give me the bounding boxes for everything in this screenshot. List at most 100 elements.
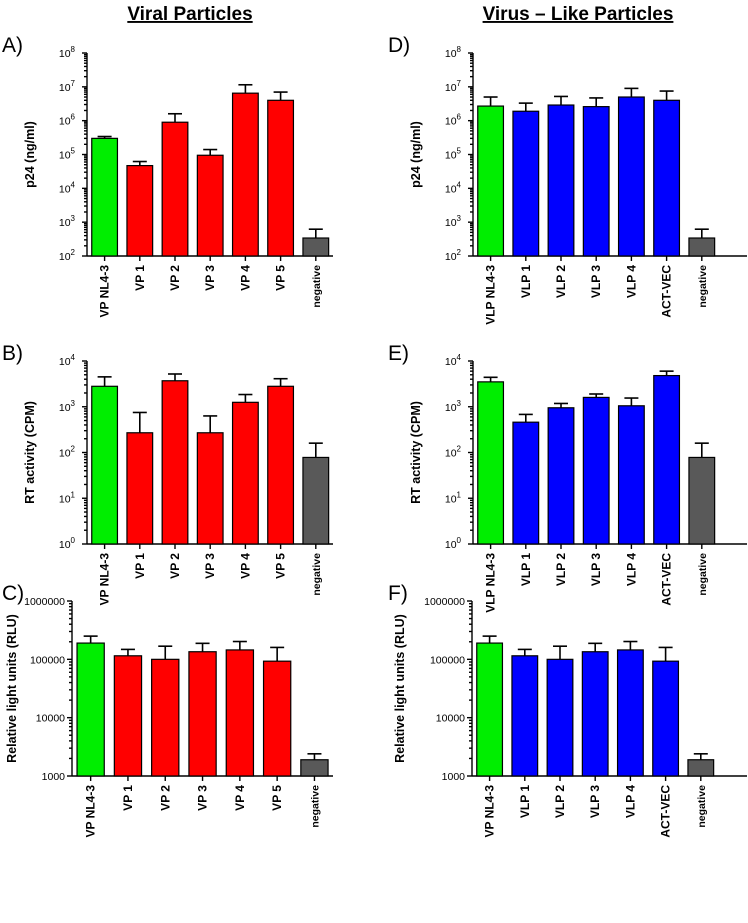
bar-vlp-nl4-3 <box>477 105 505 257</box>
bar-vp-1 <box>126 164 154 257</box>
bar-vp-5 <box>267 385 295 545</box>
x-category-label: VLP 2 <box>554 265 568 298</box>
bar-vp-2 <box>161 121 189 257</box>
x-category-label: VLP 1 <box>519 553 533 586</box>
x-category-label: negative <box>309 785 321 828</box>
x-category-label: negative <box>697 553 709 596</box>
bar-act-vec <box>653 374 681 545</box>
y-tick-label: 104 <box>59 180 76 195</box>
bar-vlp-2 <box>546 658 574 777</box>
y-tick-label: 102 <box>445 248 462 263</box>
bar-vp-4 <box>231 92 259 257</box>
bar-vp-5 <box>262 660 292 777</box>
y-tick-label: 1000 <box>442 771 466 783</box>
bar-vp-1 <box>126 432 154 545</box>
chart-panel-b: B) RT activity (CPM) 100 101 102 103 104 VP NL4… <box>2 342 333 605</box>
bar-vp-2 <box>161 380 189 545</box>
panel-letter: B) <box>2 342 23 365</box>
x-category-label: VP 1 <box>133 553 147 579</box>
x-category-label: VLP 4 <box>624 265 638 298</box>
y-tick-label: 107 <box>445 79 462 94</box>
title-viral-particles: Viral Particles <box>127 4 252 25</box>
bar-vp-3 <box>188 651 217 777</box>
x-category-label: VP 4 <box>238 265 252 291</box>
panel-letter: C) <box>2 582 24 605</box>
x-category-label: VP 3 <box>203 265 217 291</box>
x-category-label: negative <box>311 265 323 308</box>
bar-vlp-nl4-3 <box>477 381 505 545</box>
x-category-label: VP 5 <box>274 265 288 291</box>
bar-vp-3 <box>196 154 224 257</box>
title-virus-like-particles: Virus – Like Particles <box>483 4 674 25</box>
bar-vp-2 <box>151 658 180 777</box>
x-category-label: VLP NL4-3 <box>484 265 498 325</box>
bar-vlp-3 <box>582 396 610 545</box>
bar-negative <box>688 456 716 545</box>
x-category-label: VLP 1 <box>519 265 533 298</box>
y-axis-label: p24 (ng/ml) <box>409 121 423 188</box>
y-tick-label: 101 <box>445 490 462 505</box>
x-category-label: VP 3 <box>203 553 217 579</box>
y-tick-label: 107 <box>59 79 76 94</box>
bar-vlp-4 <box>617 96 645 257</box>
y-tick-label: 100 <box>445 536 462 551</box>
bar-vp-nl4-3 <box>476 642 504 777</box>
x-category-label: VLP 4 <box>623 785 637 818</box>
bar-vlp-1 <box>512 110 540 257</box>
chart-panel-c: C) Relative light units (RLU) 1000 10000 100… <box>2 582 333 837</box>
y-tick-label: 104 <box>59 353 76 368</box>
y-tick-label: 10000 <box>436 713 465 725</box>
x-category-label: VP NL4-3 <box>98 553 112 606</box>
bar-negative <box>687 759 715 777</box>
y-tick-label: 10000 <box>36 713 65 725</box>
x-category-label: VLP 3 <box>588 785 602 818</box>
chart-panel-d: D) p24 (ng/ml) 102 103 104 105 106 107 108 VLP NL… <box>388 34 747 325</box>
bar-negative <box>688 237 716 257</box>
y-tick-label: 100 <box>59 536 76 551</box>
bar-vp-4 <box>225 649 255 777</box>
y-tick-label: 102 <box>445 445 462 460</box>
x-category-label: VP 3 <box>196 785 210 811</box>
bar-negative <box>302 456 330 545</box>
panel-letter: E) <box>388 342 409 365</box>
x-category-label: ACT-VEC <box>659 785 673 838</box>
x-category-label: VP 2 <box>158 785 172 811</box>
x-category-label: VLP 1 <box>518 785 532 818</box>
chart-panel-f: F) Relative light units (RLU) 1000 10000 100… <box>388 582 747 838</box>
x-category-label: negative <box>696 785 708 828</box>
y-tick-label: 105 <box>445 147 462 162</box>
bar-vlp-2 <box>547 104 575 257</box>
x-category-label: VLP NL4-3 <box>484 553 498 613</box>
x-category-label: VLP 2 <box>554 553 568 586</box>
y-tick-label: 102 <box>59 248 76 263</box>
x-category-label: ACT-VEC <box>660 553 674 606</box>
bar-vlp-4 <box>616 649 644 777</box>
y-tick-label: 103 <box>445 399 462 414</box>
bar-vlp-2 <box>547 407 575 545</box>
x-category-label: VP 1 <box>133 265 147 291</box>
chart-panel-e: E) RT activity (CPM) 100 101 102 103 104 VLP NL… <box>388 342 747 613</box>
panel-letter: D) <box>388 34 410 57</box>
x-category-label: VLP 2 <box>553 785 567 818</box>
bar-vp-1 <box>113 655 143 777</box>
bar-negative <box>302 237 330 257</box>
bar-vlp-1 <box>512 421 540 545</box>
x-category-label: VLP 3 <box>589 265 603 298</box>
x-category-label: VP NL4-3 <box>483 785 497 838</box>
x-category-label: VP 5 <box>274 553 288 579</box>
y-tick-label: 100000 <box>430 654 465 666</box>
y-tick-label: 103 <box>59 399 76 414</box>
y-tick-label: 1000000 <box>24 596 65 608</box>
bar-vp-nl4-3 <box>76 642 105 777</box>
y-tick-label: 103 <box>445 214 462 229</box>
x-category-label: VP 2 <box>168 553 182 579</box>
y-tick-label: 106 <box>59 113 76 128</box>
bar-vlp-3 <box>582 106 610 257</box>
x-category-label: VLP 3 <box>589 553 603 586</box>
x-category-label: ACT-VEC <box>660 265 674 318</box>
y-axis-label: RT activity (CPM) <box>23 401 37 504</box>
y-tick-label: 1000 <box>42 771 66 783</box>
x-category-label: VP 5 <box>270 785 284 811</box>
x-category-label: VP 4 <box>233 785 247 811</box>
